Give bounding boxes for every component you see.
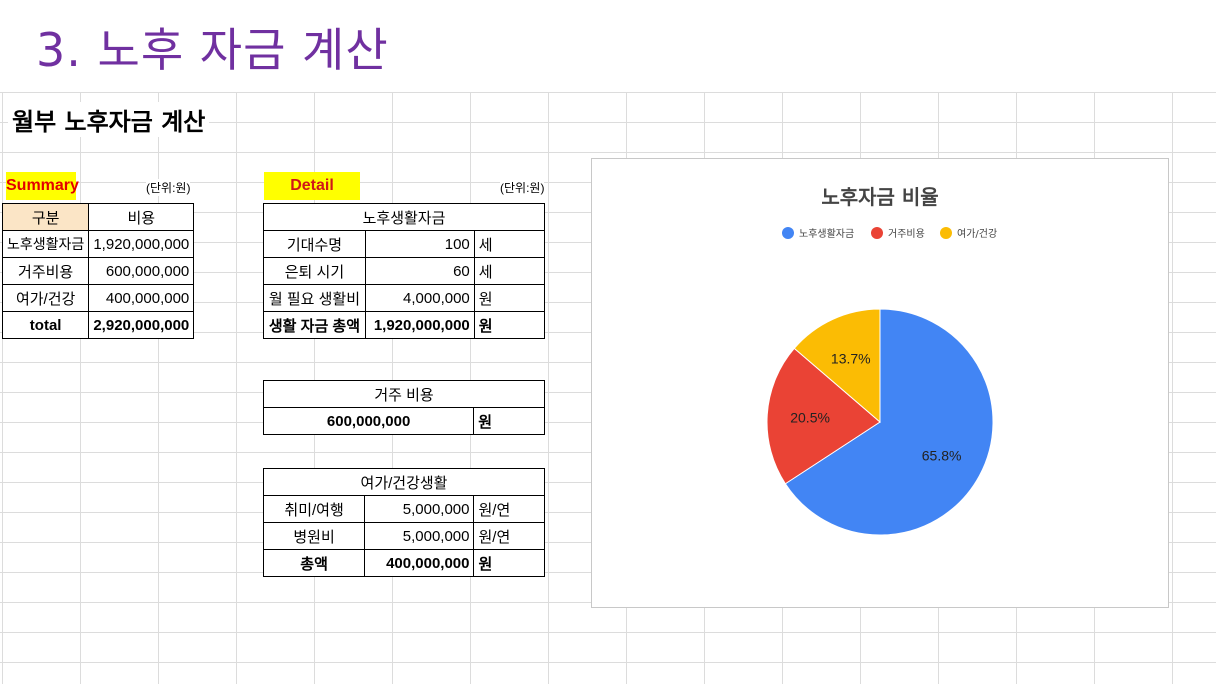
housing-cost-unit: 원: [473, 407, 545, 435]
housing-cost-title: 거주 비용: [263, 380, 545, 408]
legend-swatch: [940, 227, 952, 239]
pie-slice-1[interactable]: [766, 347, 881, 485]
housing-cost-value: 600,000,000: [262, 407, 475, 435]
legend-label: 노후생활자금: [799, 227, 854, 240]
pie-slice-0[interactable]: [784, 308, 994, 536]
leisure-row-name: 취미/여행: [262, 495, 366, 523]
summary-col-category: 구분: [1, 203, 90, 231]
leisure-row-unit: 원/연: [473, 522, 545, 550]
table-row: 총액 400,000,000 원: [262, 549, 545, 577]
chart-title: 노후자금 비율: [821, 185, 938, 209]
living-row-value: 4,000,000: [364, 284, 475, 312]
leisure-total-unit: 원: [473, 549, 545, 577]
housing-cost-table: 거주 비용 600,000,000 원: [262, 380, 545, 435]
pie-slice-label: 13.7%: [831, 350, 871, 366]
summary-total-label: total: [1, 311, 90, 339]
leisure-row-unit: 원/연: [473, 495, 545, 523]
living-cost-table: 노후생활자금 기대수명 100 세 은퇴 시기 60 세 월 필요 생활비 4,…: [263, 203, 546, 339]
living-row-unit: 세: [473, 257, 546, 285]
legend-swatch: [782, 227, 794, 239]
living-row-value: 60: [364, 257, 475, 285]
summary-label: Summary: [6, 172, 79, 200]
slide-title: 3. 노후 자금 계산: [36, 23, 389, 77]
summary-row-name: 노후생활자금: [1, 230, 90, 258]
pie-slice-2[interactable]: [793, 308, 881, 424]
table-row: 노후생활자금 1,920,000,000: [1, 230, 195, 258]
leisure-total-value: 400,000,000: [364, 549, 475, 577]
chart-legend: 노후생활자금 거주비용 여가/건강: [782, 227, 997, 240]
summary-row-value: 600,000,000: [88, 257, 195, 285]
living-row-name: 기대수명: [263, 230, 366, 258]
living-row-name: 월 필요 생활비: [263, 284, 366, 312]
living-total-value: 1,920,000,000: [364, 311, 475, 339]
living-row-unit: 세: [473, 230, 546, 258]
leisure-cost-table: 여가/건강생활 취미/여행 5,000,000 원/연 병원비 5,000,00…: [262, 468, 545, 577]
table-row: 기대수명 100 세: [263, 230, 546, 258]
leisure-row-value: 5,000,000: [364, 495, 475, 523]
pie-labels: 65.8% 20.5% 13.7%: [790, 350, 961, 463]
leisure-cost-title: 여가/건강생활: [263, 468, 545, 496]
summary-col-cost: 비용: [88, 203, 195, 231]
living-total-name: 생활 자금 총액: [263, 311, 366, 339]
living-row-value: 100: [364, 230, 475, 258]
legend-label: 거주비용: [888, 228, 925, 240]
table-row: 은퇴 시기 60 세: [263, 257, 546, 285]
pie-slice-label: 65.8%: [922, 447, 962, 463]
summary-total-value: 2,920,000,000: [88, 311, 195, 339]
table-row: 취미/여행 5,000,000 원/연: [262, 495, 545, 523]
summary-table: 구분 비용 노후생활자금 1,920,000,000 거주비용 600,000,…: [1, 203, 195, 339]
living-row-unit: 원: [473, 284, 546, 312]
detail-unit: (단위:원): [500, 179, 545, 196]
leisure-row-name: 병원비: [262, 522, 366, 550]
table-row: total 2,920,000,000: [1, 311, 195, 339]
living-cost-title: 노후생활자금: [263, 203, 545, 231]
table-row: 여가/건강 400,000,000: [1, 284, 195, 312]
table-row: 거주비용 600,000,000: [1, 257, 195, 285]
table-row: 생활 자금 총액 1,920,000,000 원: [263, 311, 546, 339]
detail-label: Detail: [264, 172, 360, 200]
summary-row-name: 거주비용: [1, 257, 90, 285]
pie-slices: [766, 308, 994, 536]
summary-row-value: 1,920,000,000: [88, 230, 195, 258]
summary-row-value: 400,000,000: [88, 284, 195, 312]
legend-swatch: [871, 227, 883, 239]
table-row: 600,000,000 원: [262, 407, 545, 435]
table-row: 월 필요 생활비 4,000,000 원: [263, 284, 546, 312]
pie-chart-svg: 노후자금 비율 노후생활자금 거주비용 여가/건강 65.8% 20.5% 13.7%: [766, 185, 997, 536]
leisure-row-value: 5,000,000: [364, 522, 475, 550]
summary-row-name: 여가/건강: [1, 284, 90, 312]
living-total-unit: 원: [473, 311, 546, 339]
living-row-name: 은퇴 시기: [263, 257, 366, 285]
pie-slice-label: 20.5%: [790, 409, 830, 425]
table-row: 병원비 5,000,000 원/연: [262, 522, 545, 550]
summary-unit: (단위:원): [146, 179, 191, 196]
sheet-title: 월부 노후자금 계산: [8, 102, 210, 137]
pie-chart[interactable]: 노후자금 비율 노후생활자금 거주비용 여가/건강 65.8% 20.5% 13.7%: [591, 158, 1169, 608]
legend-label: 여가/건강: [957, 228, 997, 240]
leisure-total-name: 총액: [262, 549, 366, 577]
